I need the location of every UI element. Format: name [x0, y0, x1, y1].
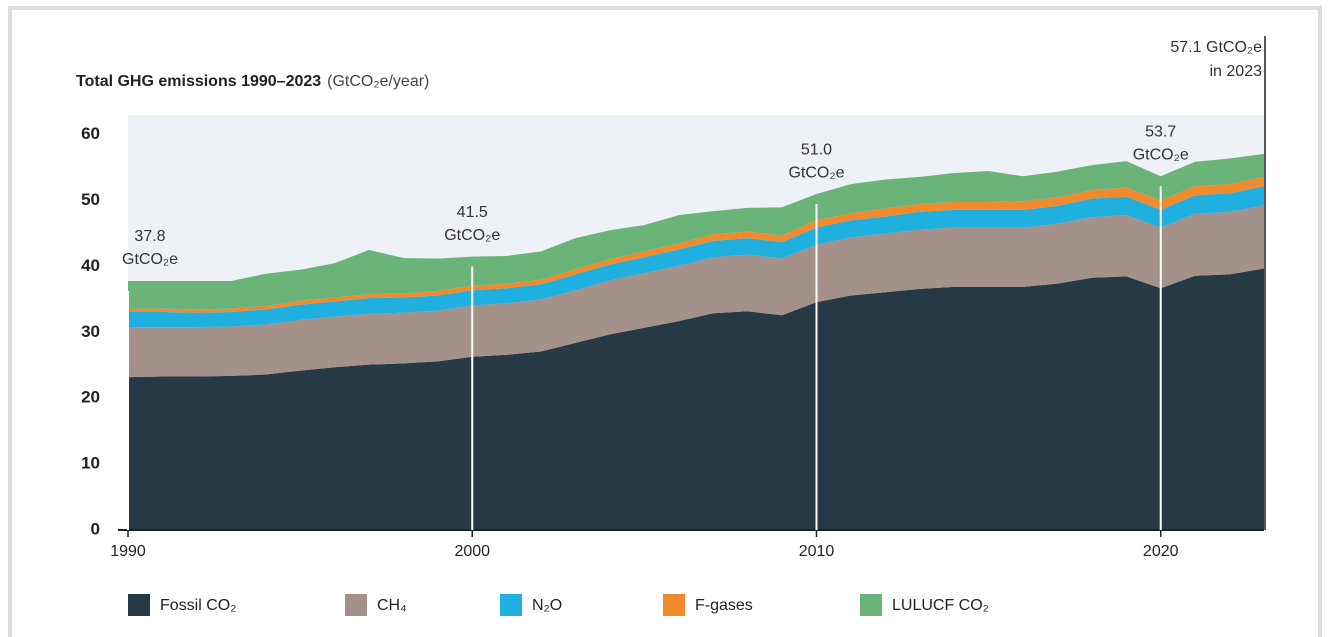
title: Total GHG emissions 1990–2023 — [76, 73, 321, 90]
legend-label: F-gases — [695, 597, 753, 614]
y-tick-label: 10 — [81, 454, 100, 473]
area — [128, 268, 1264, 530]
x-tick-label: 2000 — [454, 543, 490, 560]
annotation: GtCO₂e — [1133, 146, 1189, 163]
y-tick-label: 40 — [81, 256, 100, 275]
area — [128, 186, 1264, 328]
annotation: GtCO₂e — [122, 251, 178, 268]
area — [128, 205, 1264, 378]
legend-swatch — [345, 594, 367, 616]
chart-title: Total GHG emissions 1990–2023 (GtCO₂e/yea… — [76, 73, 429, 90]
legend-label: N₂O — [532, 597, 562, 614]
legend-swatch — [860, 594, 882, 616]
y-tick-label: 50 — [81, 190, 100, 209]
legend-swatch — [500, 594, 522, 616]
area — [128, 176, 1264, 313]
annotation: GtCO₂e — [788, 164, 844, 181]
legend-label: LULUCF CO₂ — [892, 597, 989, 614]
y-tick-label: 60 — [81, 124, 100, 143]
x-tick-label: 2010 — [799, 543, 835, 560]
y-tick-label: 30 — [81, 322, 100, 341]
annotation: GtCO₂e — [444, 227, 500, 244]
annotation: 53.7 — [1145, 123, 1176, 140]
legend-label: Fossil CO₂ — [160, 597, 236, 614]
legend-swatch — [128, 594, 150, 616]
legend-swatch — [663, 594, 685, 616]
y-tick-label: 0 — [91, 519, 100, 538]
annotation: 41.5 — [457, 204, 488, 221]
area — [128, 153, 1264, 310]
y-tick-label: 20 — [81, 388, 100, 407]
annotation: 57.1 GtCO₂e — [1170, 39, 1262, 56]
x-tick-label: 1990 — [110, 543, 146, 560]
legend-label: CH₄ — [377, 597, 407, 614]
annotation: 37.8 — [134, 228, 165, 245]
annotation: 51.0 — [801, 141, 832, 158]
unit-label: (GtCO₂e/year) — [327, 73, 429, 90]
annotation: in 2023 — [1210, 63, 1263, 80]
x-tick-label: 2020 — [1143, 543, 1179, 560]
